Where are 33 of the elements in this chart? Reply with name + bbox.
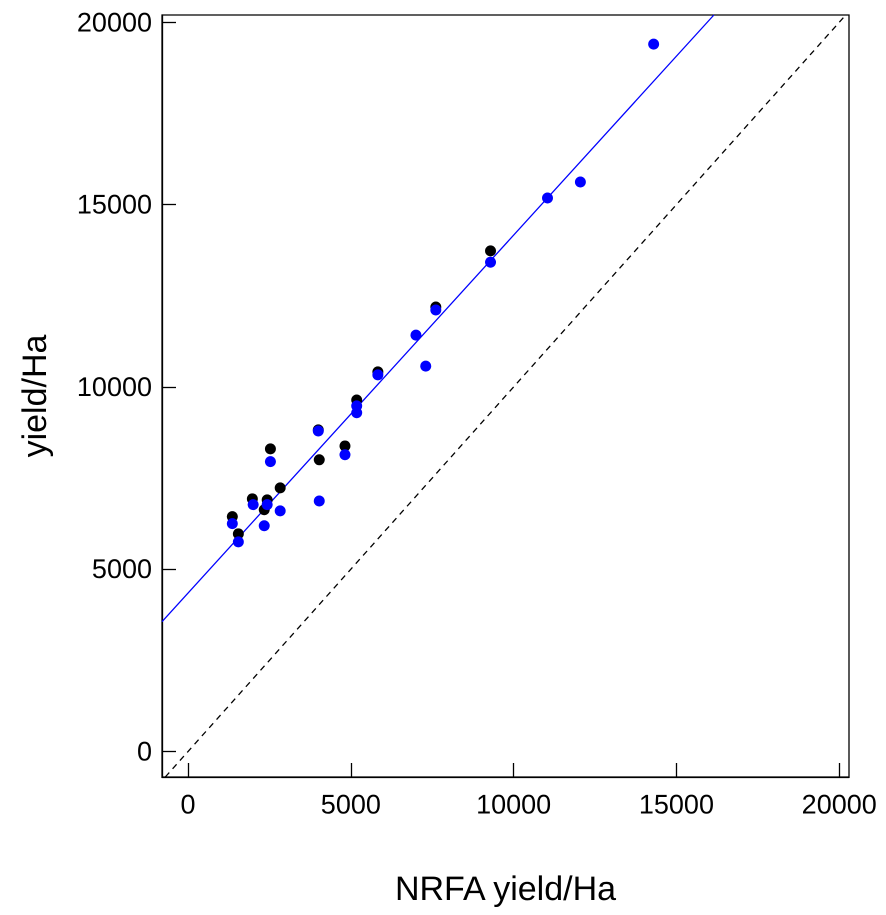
x-tick-label: 20000: [802, 790, 877, 820]
point: [485, 245, 496, 256]
y-tick-label: 10000: [76, 372, 152, 402]
point: [542, 192, 553, 204]
point: [420, 360, 432, 372]
point: [430, 304, 442, 316]
point: [410, 330, 422, 341]
point: [258, 520, 270, 532]
point: [485, 256, 496, 268]
x-tick-label: 15000: [638, 790, 714, 820]
point: [262, 499, 273, 510]
x-tick-label: 10000: [476, 790, 552, 820]
point: [226, 518, 238, 530]
y-tick-label: 20000: [76, 7, 152, 38]
point: [574, 176, 586, 188]
point: [372, 369, 384, 380]
y-tick-label: 5000: [92, 554, 152, 584]
point: [314, 496, 325, 506]
point: [314, 454, 325, 466]
y-tick-label: 0: [136, 736, 152, 766]
point: [248, 499, 259, 510]
point: [264, 443, 276, 454]
point: [264, 456, 276, 468]
point: [339, 449, 350, 460]
x-tick-label: 0: [180, 790, 196, 820]
point: [274, 482, 286, 494]
x-tick-label: 5000: [320, 790, 381, 820]
y-axis-title: yield/Ha: [16, 334, 54, 458]
y-tick-label: 15000: [76, 190, 152, 220]
x-axis-title: NRFA yield/Ha: [394, 870, 616, 908]
point: [274, 505, 286, 516]
point: [232, 536, 244, 548]
point: [648, 38, 660, 50]
